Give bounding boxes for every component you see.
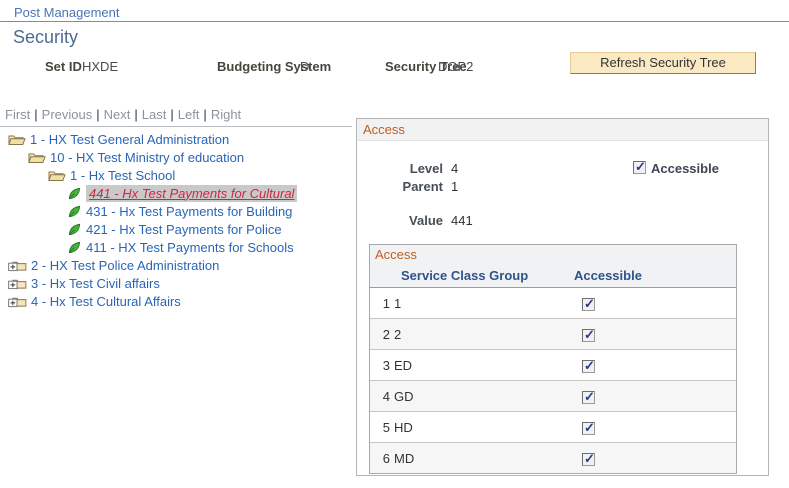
table-row: 6 MD — [370, 443, 736, 473]
access-grid-header: Service Class Group Accessible — [370, 265, 736, 288]
accessible-checkbox[interactable] — [582, 296, 595, 312]
row-number: 2 — [382, 326, 390, 342]
header-divider — [0, 21, 789, 22]
nav-separator: | — [170, 107, 174, 122]
tree-node-link[interactable]: 431 - Hx Test Payments for Building — [86, 203, 293, 219]
access-grid: Access Service Class Group Accessible 1 … — [369, 244, 737, 474]
accessible-checkbox[interactable] — [582, 451, 595, 467]
security-tree-label: Security Tree — [385, 59, 467, 74]
tree-node-link[interactable]: 1 - HX Test General Administration — [30, 131, 230, 147]
nav-separator: | — [203, 107, 207, 122]
level-label: Level — [409, 161, 443, 176]
parent-value: 1 — [451, 179, 459, 194]
accessible-checkbox[interactable] — [582, 420, 595, 436]
table-row: 5 HD — [370, 412, 736, 443]
value-value: 441 — [451, 213, 473, 228]
tree-nav-previous[interactable]: Previous — [41, 107, 93, 122]
tree-item[interactable]: 2 - HX Test Police Administration — [0, 256, 354, 274]
tree-nav-left[interactable]: Left — [177, 107, 200, 122]
tree-node-link[interactable]: 1 - Hx Test School — [70, 167, 176, 183]
row-number: 3 — [382, 357, 390, 373]
level-value: 4 — [451, 161, 459, 176]
breadcrumb[interactable]: Post Management — [14, 5, 120, 20]
tree-node-link[interactable]: 411 - HX Test Payments for Schools — [86, 239, 294, 255]
tree-nav-next[interactable]: Next — [103, 107, 131, 122]
accessible-checkbox[interactable] — [582, 327, 595, 343]
tree-item[interactable]: 411 - HX Test Payments for Schools — [0, 238, 354, 256]
tree-node-link[interactable]: 10 - HX Test Ministry of education — [50, 149, 245, 165]
leaf-icon — [68, 223, 81, 236]
tree-item[interactable]: 3 - Hx Test Civil affairs — [0, 274, 354, 292]
service-class-group-value: ED — [394, 357, 413, 373]
leaf-icon — [68, 241, 81, 254]
service-class-group-column-header: Service Class Group — [401, 268, 529, 283]
setid-label: Set ID — [45, 59, 82, 74]
tree-node-link[interactable]: 2 - HX Test Police Administration — [31, 257, 220, 273]
security-tree-value: DOP2 — [438, 59, 474, 74]
setid-value: HXDE — [82, 59, 119, 74]
tree-item[interactable]: 10 - HX Test Ministry of education — [0, 148, 354, 166]
budgeting-system-label: Budgeting System — [217, 59, 332, 74]
table-row: 3 ED — [370, 350, 736, 381]
service-class-group-value: GD — [394, 388, 414, 404]
table-row: 4 GD — [370, 381, 736, 412]
row-number: 6 — [382, 450, 390, 466]
row-number-column-header — [370, 265, 392, 287]
folder-open-icon — [8, 133, 26, 146]
folder-open-icon — [48, 169, 66, 182]
budgeting-system-value: D — [300, 59, 310, 74]
selected-node-highlight: 441 - Hx Test Payments for Cultural — [86, 184, 298, 202]
folder-open-icon — [28, 151, 46, 164]
row-number: 4 — [382, 388, 390, 404]
folder-collapsed-icon[interactable] — [8, 277, 27, 290]
tree-item[interactable]: 421 - Hx Test Payments for Police — [0, 220, 354, 238]
leaf-icon — [68, 205, 81, 218]
tree-item-selected[interactable]: 441 - Hx Test Payments for Cultural — [0, 184, 354, 202]
access-panel-title: Access — [363, 122, 405, 137]
row-number: 1 — [382, 295, 390, 311]
tree-nav-divider — [0, 126, 352, 127]
nav-separator: | — [96, 107, 100, 122]
service-class-group-value: 2 — [394, 326, 402, 342]
access-panel: Access Level 4 Parent 1 Value 441 Access… — [356, 118, 769, 476]
service-class-group-value: HD — [394, 419, 413, 435]
table-row: 1 1 — [370, 288, 736, 319]
accessible-column-header: Accessible — [574, 268, 642, 283]
tree-nav: First | Previous | Next | Last | Left | Right — [5, 107, 241, 122]
page-title: Security — [13, 27, 79, 47]
table-row: 2 2 — [370, 319, 736, 350]
nav-separator: | — [34, 107, 38, 122]
accessible-label: Accessible — [651, 161, 719, 176]
tree-item[interactable]: 1 - HX Test General Administration — [0, 130, 354, 148]
security-tree: 1 - HX Test General Administration 10 - … — [0, 130, 354, 310]
accessible-checkbox[interactable] — [582, 358, 595, 374]
tree-item[interactable]: 431 - Hx Test Payments for Building — [0, 202, 354, 220]
accessible-checkbox[interactable] — [633, 159, 646, 175]
access-grid-title: Access — [370, 245, 736, 265]
tree-item[interactable]: 1 - Hx Test School — [0, 166, 354, 184]
tree-node-link[interactable]: 4 - Hx Test Cultural Affairs — [31, 293, 181, 309]
tree-node-link[interactable]: 421 - Hx Test Payments for Police — [86, 221, 282, 237]
service-class-group-value: 1 — [394, 295, 402, 311]
parent-label: Parent — [402, 179, 443, 194]
tree-item[interactable]: 4 - Hx Test Cultural Affairs — [0, 292, 354, 310]
value-label: Value — [409, 213, 443, 228]
accessible-checkbox[interactable] — [582, 389, 595, 405]
refresh-security-tree-button[interactable]: Refresh Security Tree — [570, 52, 756, 74]
folder-collapsed-icon[interactable] — [8, 259, 27, 272]
row-number: 5 — [382, 419, 390, 435]
tree-nav-right[interactable]: Right — [210, 107, 242, 122]
tree-nav-last[interactable]: Last — [141, 107, 167, 122]
tree-nav-first[interactable]: First — [5, 107, 31, 122]
access-panel-header: Access — [357, 119, 768, 141]
leaf-icon — [68, 187, 81, 200]
tree-node-link[interactable]: 441 - Hx Test Payments for Cultural — [89, 185, 295, 201]
service-class-group-value: MD — [394, 450, 415, 466]
tree-node-link[interactable]: 3 - Hx Test Civil affairs — [31, 275, 160, 291]
folder-collapsed-icon[interactable] — [8, 295, 27, 308]
access-grid-rows: 1 1 2 2 3 ED 4 GD — [370, 288, 736, 473]
nav-separator: | — [134, 107, 138, 122]
